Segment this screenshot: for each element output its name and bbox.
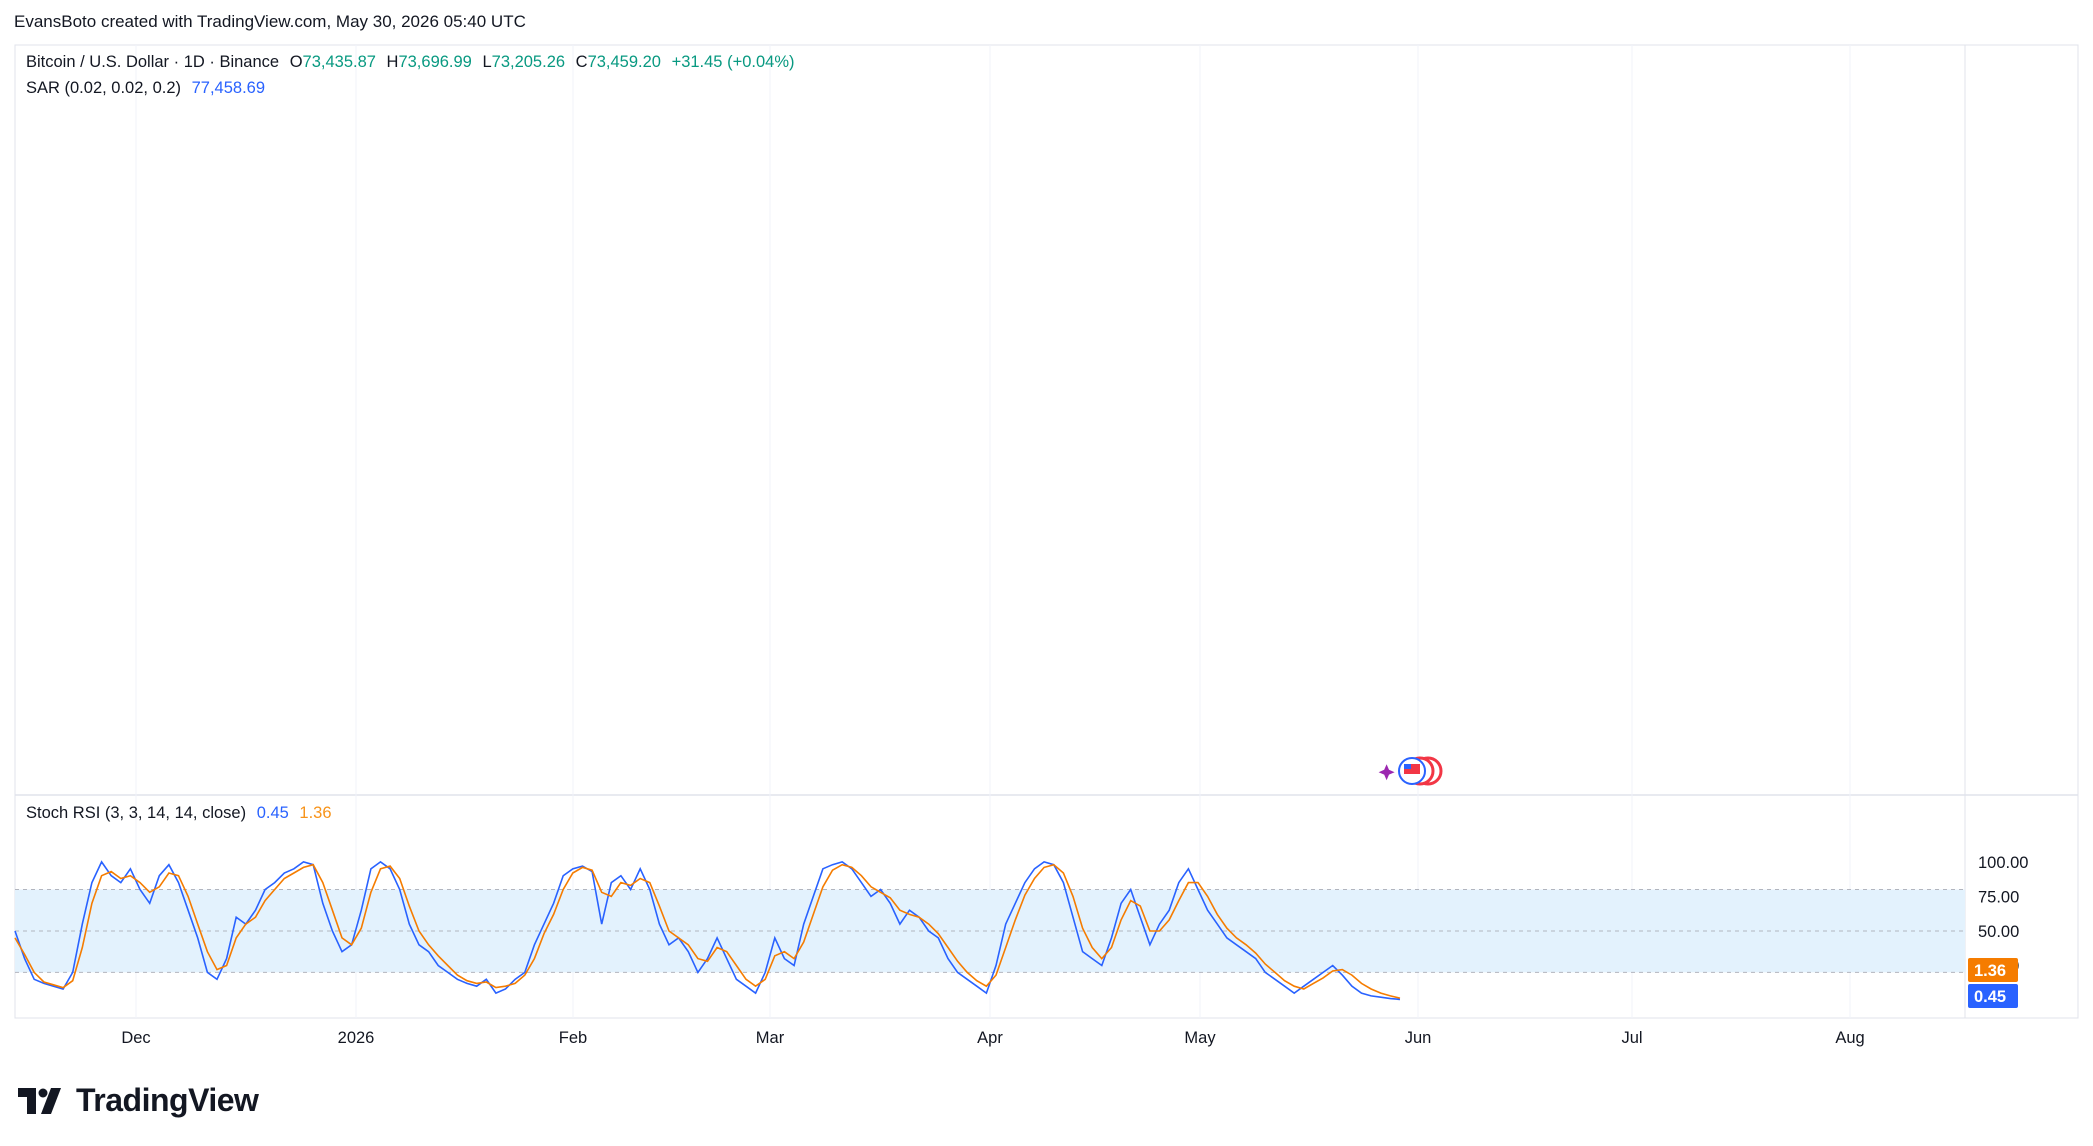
time-axis-label: Aug	[1835, 1029, 1864, 1047]
stoch-k-badge	[1968, 984, 2018, 1008]
stoch-legend[interactable]: Stoch RSI (3, 3, 14, 14, close) 0.45 1.3…	[26, 804, 338, 823]
stoch-d-badge-text: 1.36	[1974, 962, 2006, 980]
time-axis-label: Apr	[977, 1029, 1003, 1047]
time-axis-label: Mar	[756, 1029, 785, 1047]
stoch-d-value: 1.36	[299, 804, 332, 822]
sar-legend[interactable]: SAR (0.02, 0.02, 0.2) 77,458.69	[26, 79, 271, 98]
tradingview-logo-icon	[18, 1087, 61, 1114]
stoch-k-badge-text: 0.45	[1974, 988, 2006, 1006]
ohlc-open: 73,435.87	[302, 53, 376, 71]
stoch-label: Stoch RSI (3, 3, 14, 14, close)	[26, 804, 247, 822]
stoch-d-badge	[1968, 958, 2018, 982]
chart-credit: EvansBoto created with TradingView.com, …	[14, 12, 526, 31]
economic-event-icons[interactable]	[1378, 756, 1443, 786]
sar-value: 77,458.69	[191, 79, 266, 97]
ohlc-close: 73,459.20	[587, 53, 661, 71]
chart-border	[14, 44, 2079, 1019]
ohlc-o-label: O	[289, 53, 303, 71]
time-axis-label: Feb	[559, 1029, 587, 1047]
time-axis-label: Dec	[121, 1029, 150, 1047]
ohlc-high: 73,696.99	[398, 53, 472, 71]
time-axis-label: May	[1184, 1029, 1216, 1047]
ohlc-c-label: C	[575, 53, 588, 71]
stoch-tick-label: 50.00	[1978, 923, 2019, 941]
ohlc-l-label: L	[482, 53, 492, 71]
stoch-tick-label: 100.00	[1978, 854, 2028, 872]
ohlc-change: +31.45 (+0.04%)	[671, 53, 795, 71]
time-axis-label: 2026	[338, 1029, 375, 1047]
tradingview-logo[interactable]: TradingView	[18, 1082, 259, 1119]
stoch-tick-label: 75.00	[1978, 888, 2019, 906]
brand-name: TradingView	[76, 1082, 259, 1118]
symbol-legend[interactable]: Bitcoin / U.S. Dollar · 1D · Binance O73…	[26, 53, 800, 72]
time-axis-label: Jul	[1621, 1029, 1642, 1047]
time-axis-label: Jun	[1405, 1029, 1432, 1047]
stoch-d-line[interactable]	[14, 863, 1401, 999]
ohlc-h-label: H	[386, 53, 399, 71]
sar-label: SAR (0.02, 0.02, 0.2)	[26, 79, 182, 97]
symbol-title: Bitcoin / U.S. Dollar · 1D · Binance	[26, 53, 280, 71]
stoch-k-value: 0.45	[256, 804, 289, 822]
ohlc-low: 73,205.26	[491, 53, 566, 71]
